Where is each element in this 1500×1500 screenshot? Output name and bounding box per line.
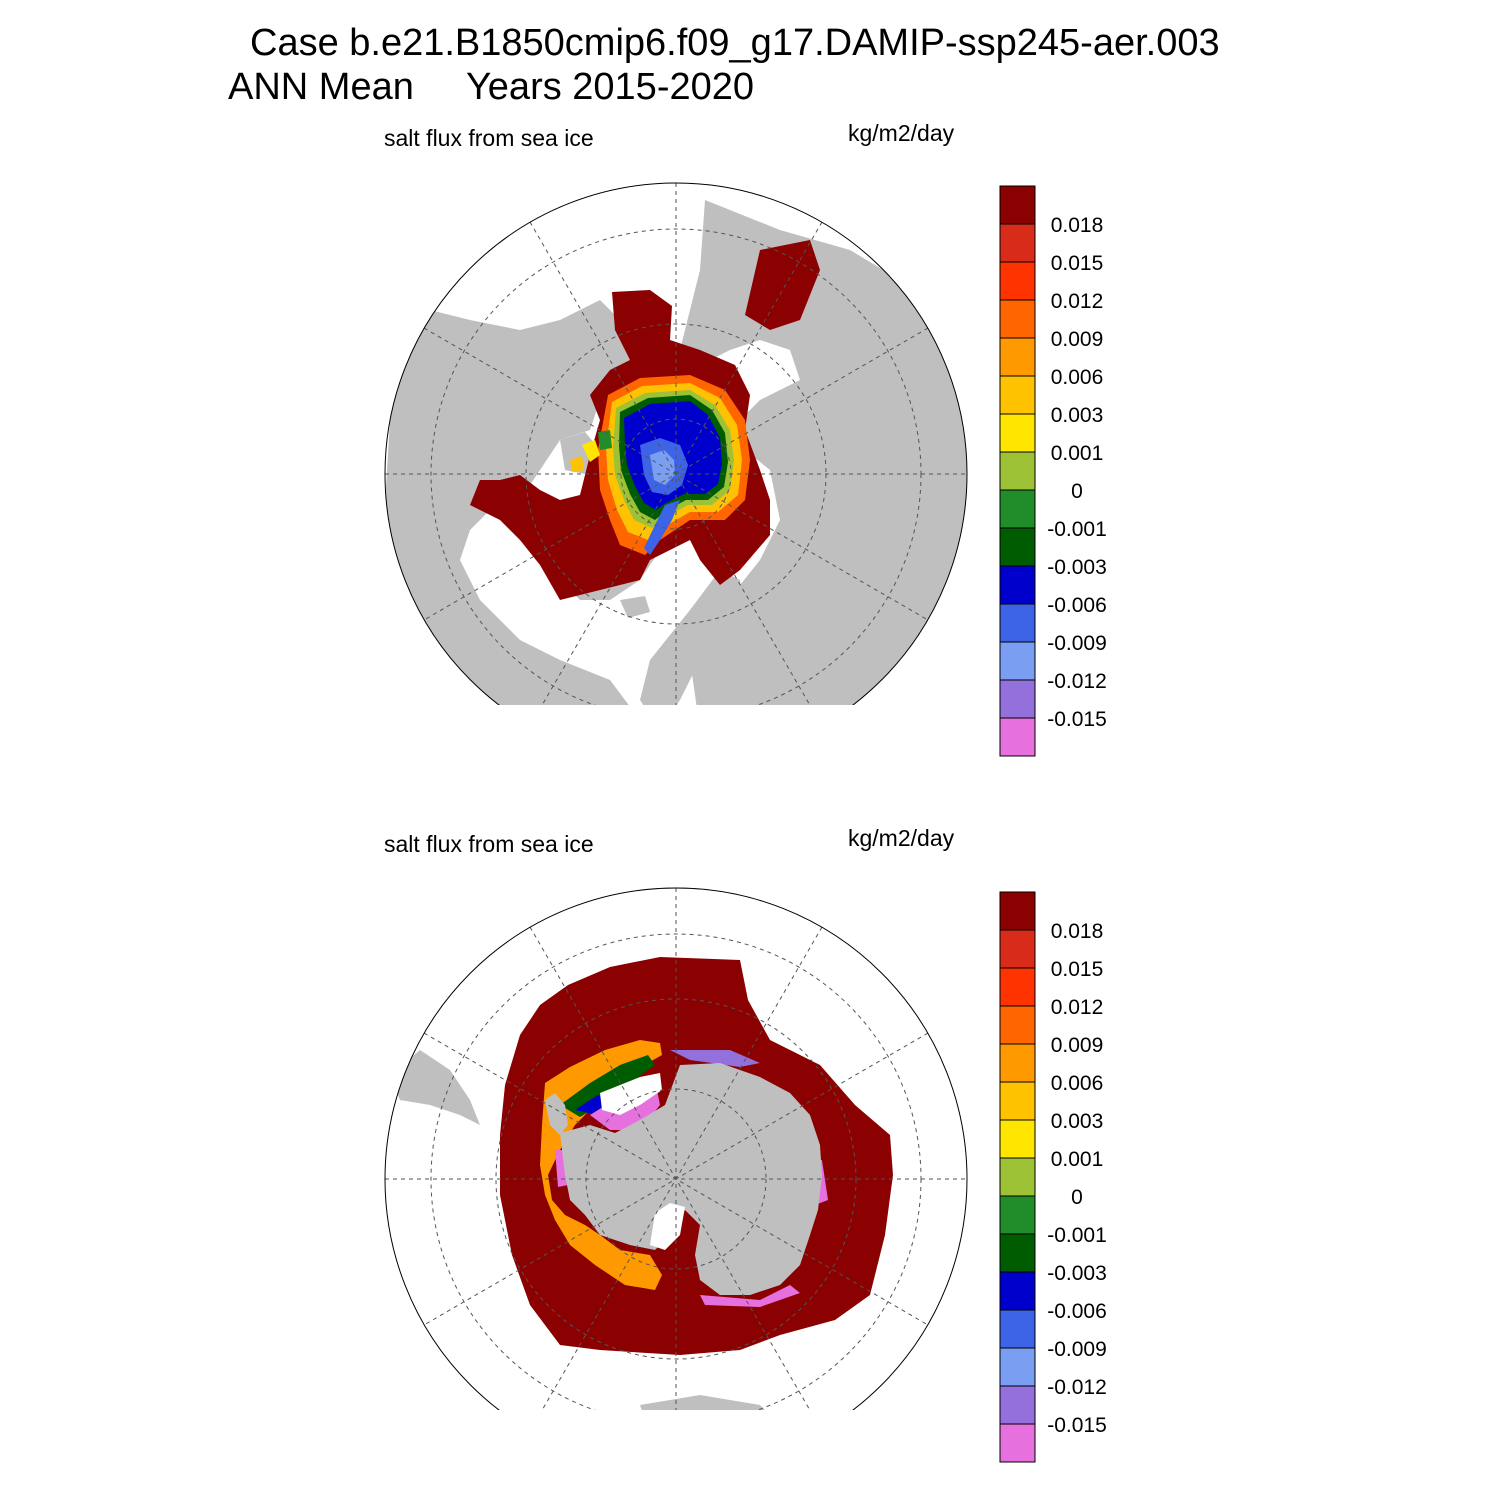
nh-colorbar-tick-label: 0.015: [1051, 252, 1104, 275]
sh-colorbar-swatch: [999, 1043, 1036, 1083]
sh-colorbar-tick-label: 0.001: [1051, 1148, 1104, 1171]
nh-units-label: kg/m2/day: [848, 120, 955, 146]
nh-colorbar-swatch: [999, 223, 1036, 263]
sh-colorbar-swatch: [999, 1081, 1036, 1121]
nh-colorbar-tick-label: -0.003: [1047, 556, 1107, 579]
sh-map-border: [384, 887, 968, 1410]
sh-graticule: [385, 888, 967, 1410]
nh-graticule: [385, 183, 967, 705]
nh-colorbar-swatch: [999, 261, 1036, 301]
sh-colorbar-swatch: [999, 1157, 1036, 1197]
nh-colorbar-swatch: [999, 299, 1036, 339]
nh-colorbar-swatch: [999, 413, 1036, 453]
sh-colorbar-swatch: [999, 1347, 1036, 1387]
sh-colorbar-swatch: [999, 929, 1036, 969]
sh-colorbar-tick-label: -0.009: [1047, 1338, 1107, 1361]
sh-colorbar-tick-label: 0.012: [1051, 996, 1104, 1019]
nh-colorbar-swatch: [999, 185, 1036, 225]
sh-colorbar-swatch: [999, 1195, 1036, 1235]
nh-colorbar-tick-label: -0.001: [1047, 518, 1107, 541]
sh-colorbar: 0.018 0.015 0.012 0.009 0.006 0.003 0.001 0 -0.0…: [999, 891, 1107, 1463]
sh-colorbar-tick-label: -0.015: [1047, 1414, 1107, 1437]
sh-colorbar-tick-label: 0.015: [1051, 958, 1104, 981]
sh-colorbar-tick-label: -0.001: [1047, 1224, 1107, 1247]
sh-colorbar-tick-label: 0.006: [1051, 1072, 1104, 1095]
figure-title-line2: ANN Mean Years 2015-2020: [228, 66, 755, 108]
nh-colorbar-swatch: [999, 337, 1036, 377]
sh-polar-map: [384, 887, 968, 1410]
nh-colorbar-swatch: [999, 641, 1036, 681]
nh-map-border: [384, 182, 968, 705]
nh-colorbar-swatch: [999, 375, 1036, 415]
nh-salt-flux-field: [470, 240, 820, 600]
nh-colorbar-tick-label: 0.006: [1051, 366, 1104, 389]
sh-colorbar-swatch: [999, 1233, 1036, 1273]
sh-units-label: kg/m2/day: [848, 825, 955, 851]
nh-colorbar-tick-label: 0.003: [1051, 404, 1104, 427]
nh-variable-label: salt flux from sea ice: [384, 125, 594, 151]
nh-colorbar-swatch: [999, 489, 1036, 529]
sh-colorbar-tick-label: 0: [1071, 1186, 1083, 1209]
nh-colorbar-tick-label: 0.018: [1051, 214, 1104, 237]
sh-colorbar-swatch: [999, 1271, 1036, 1311]
nh-colorbar: 0.018 0.015 0.012 0.009 0.006 0.003 0.001 0 -0.0…: [999, 185, 1107, 757]
sh-colorbar-swatch: [999, 1309, 1036, 1349]
nh-colorbar-swatch: [999, 717, 1036, 757]
nh-colorbar-swatch: [999, 451, 1036, 491]
sh-colorbar-swatch: [999, 1385, 1036, 1425]
nh-colorbar-tick-label: -0.015: [1047, 708, 1107, 731]
nh-colorbar-tick-label: 0.009: [1051, 328, 1104, 351]
nh-colorbar-swatch: [999, 679, 1036, 719]
sh-colorbar-swatch: [999, 967, 1036, 1007]
figure-title-line1: Case b.e21.B1850cmip6.f09_g17.DAMIP-ssp2…: [250, 22, 1220, 64]
sh-colorbar-tick-label: 0.003: [1051, 1110, 1104, 1133]
sh-colorbar-tick-label: 0.009: [1051, 1034, 1104, 1057]
nh-colorbar-tick-label: 0: [1071, 480, 1083, 503]
sh-colorbar-swatch: [999, 1005, 1036, 1045]
sh-colorbar-swatch: [999, 1423, 1036, 1463]
nh-colorbar-tick-label: 0.012: [1051, 290, 1104, 313]
nh-colorbar-swatch: [999, 527, 1036, 567]
sh-colorbar-tick-label: 0.018: [1051, 920, 1104, 943]
nh-colorbar-swatch: [999, 565, 1036, 605]
nh-colorbar-tick-label: -0.009: [1047, 632, 1107, 655]
sh-colorbar-tick-label: -0.012: [1047, 1376, 1107, 1399]
nh-colorbar-tick-label: -0.006: [1047, 594, 1107, 617]
sh-colorbar-swatch: [999, 1119, 1036, 1159]
nh-colorbar-tick-label: 0.001: [1051, 442, 1104, 465]
nh-colorbar-swatch: [999, 603, 1036, 643]
nh-polar-map: [384, 182, 968, 705]
sh-colorbar-tick-label: -0.003: [1047, 1262, 1107, 1285]
sh-colorbar-swatch: [999, 891, 1036, 931]
sh-variable-label: salt flux from sea ice: [384, 831, 594, 857]
sh-colorbar-tick-label: -0.006: [1047, 1300, 1107, 1323]
nh-colorbar-tick-label: -0.012: [1047, 670, 1107, 693]
